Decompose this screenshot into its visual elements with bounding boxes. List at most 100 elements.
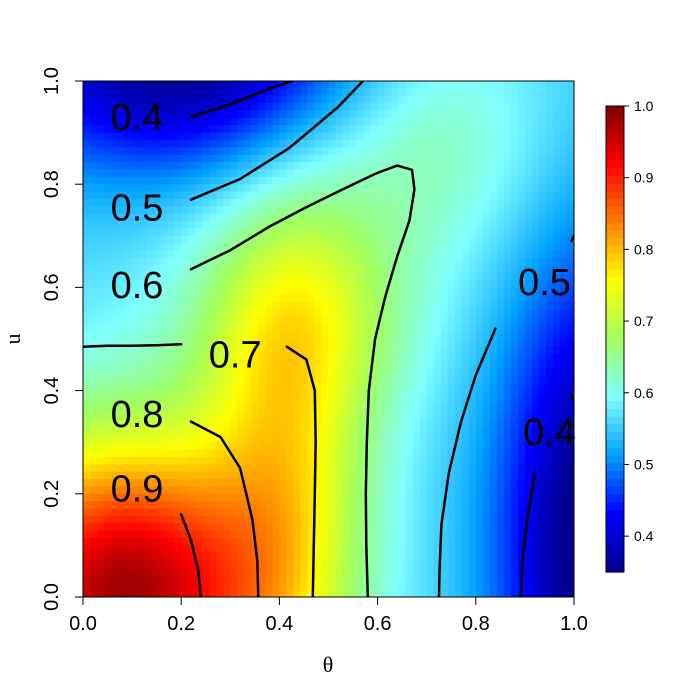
heat-cell bbox=[97, 213, 105, 222]
heat-cell bbox=[440, 515, 449, 524]
heat-cell bbox=[384, 331, 393, 340]
heat-cell bbox=[496, 81, 505, 89]
heat-cell bbox=[405, 589, 414, 597]
heat-cell bbox=[181, 110, 189, 119]
heat-cell bbox=[482, 132, 491, 141]
heat-cell bbox=[489, 479, 498, 488]
heat-cell bbox=[370, 88, 379, 97]
heat-cell bbox=[377, 530, 386, 539]
heat-cell bbox=[328, 103, 337, 112]
heat-cell bbox=[153, 287, 161, 296]
heat-cell bbox=[342, 383, 351, 392]
heat-cell bbox=[160, 479, 168, 488]
heat-cell bbox=[307, 132, 316, 141]
heat-cell bbox=[244, 574, 252, 583]
heat-cell bbox=[139, 515, 147, 524]
heat-cell bbox=[482, 302, 491, 311]
colorbar-segment bbox=[606, 191, 624, 200]
heat-cell bbox=[321, 479, 330, 488]
heat-cell bbox=[300, 523, 309, 532]
heat-cell bbox=[104, 324, 112, 333]
heat-cell bbox=[552, 221, 561, 230]
heat-cell bbox=[153, 280, 161, 288]
heat-cell bbox=[461, 368, 470, 377]
heat-cell bbox=[293, 523, 302, 532]
heat-cell bbox=[104, 545, 112, 554]
heat-cell bbox=[132, 95, 140, 104]
heat-cell bbox=[440, 265, 449, 274]
heat-cell bbox=[468, 191, 477, 200]
heat-cell bbox=[566, 567, 574, 576]
heat-cell bbox=[489, 574, 498, 583]
heat-cell bbox=[265, 221, 273, 230]
heat-cell bbox=[195, 479, 203, 488]
heat-cell bbox=[454, 235, 463, 244]
heat-cell bbox=[118, 272, 126, 281]
colorbar-segment bbox=[606, 346, 624, 356]
heat-cell bbox=[251, 582, 259, 591]
heat-cell bbox=[335, 213, 344, 222]
heat-cell bbox=[440, 412, 449, 421]
heat-cell bbox=[510, 515, 519, 524]
heat-cell bbox=[230, 486, 238, 495]
heat-cell bbox=[174, 552, 182, 561]
heat-cell bbox=[125, 508, 133, 517]
heat-cell bbox=[566, 508, 574, 517]
heat-cell bbox=[286, 530, 295, 539]
heat-cell bbox=[482, 184, 491, 193]
heat-cell bbox=[328, 309, 337, 318]
heat-cell bbox=[139, 154, 147, 163]
heat-cell bbox=[538, 442, 547, 451]
heat-cell bbox=[559, 361, 568, 370]
heat-cell bbox=[454, 198, 463, 207]
heat-cell bbox=[405, 110, 414, 119]
heat-cell bbox=[482, 316, 491, 325]
colorbar-segment bbox=[606, 540, 624, 550]
heat-cell bbox=[510, 95, 519, 104]
heat-cell bbox=[321, 280, 330, 288]
heat-cell bbox=[300, 250, 309, 259]
heat-cell bbox=[447, 154, 456, 163]
heat-cell bbox=[447, 405, 456, 414]
heat-cell bbox=[314, 331, 323, 340]
heat-cell bbox=[531, 339, 540, 347]
heat-cell bbox=[146, 272, 154, 281]
heat-cell bbox=[230, 464, 238, 473]
heat-cell bbox=[104, 272, 112, 281]
heat-cell bbox=[531, 81, 540, 89]
heat-cell bbox=[125, 235, 133, 244]
heat-cell bbox=[118, 390, 126, 399]
heat-cell bbox=[272, 515, 280, 524]
heat-cell bbox=[90, 228, 98, 237]
heat-cell bbox=[132, 81, 140, 89]
heat-cell bbox=[510, 390, 519, 399]
heat-cell bbox=[405, 88, 414, 97]
heat-cell bbox=[356, 331, 365, 340]
heat-cell bbox=[188, 132, 196, 141]
heat-cell bbox=[258, 132, 266, 141]
heat-cell bbox=[398, 250, 407, 259]
heat-cell bbox=[237, 125, 245, 134]
heat-cell bbox=[531, 95, 540, 104]
heat-cell bbox=[433, 574, 442, 583]
heat-cell bbox=[419, 162, 428, 171]
heat-cell bbox=[195, 88, 203, 97]
colorbar-segment bbox=[606, 269, 624, 278]
heat-cell bbox=[531, 316, 540, 325]
heat-cell bbox=[566, 523, 574, 532]
heat-cell bbox=[265, 420, 273, 429]
heat-cell bbox=[538, 515, 547, 524]
heat-cell bbox=[489, 287, 498, 296]
heat-cell bbox=[293, 147, 302, 156]
heat-cell bbox=[433, 162, 442, 171]
colorbar-segment bbox=[606, 199, 624, 208]
heat-cell bbox=[272, 287, 280, 296]
heat-cell bbox=[545, 427, 554, 436]
heat-cell bbox=[566, 493, 574, 502]
heat-cell bbox=[447, 324, 456, 333]
heat-cell bbox=[440, 353, 449, 362]
heat-cell bbox=[139, 456, 147, 465]
heat-cell bbox=[447, 95, 456, 104]
heat-cell bbox=[517, 257, 526, 266]
heat-cell bbox=[230, 324, 238, 333]
